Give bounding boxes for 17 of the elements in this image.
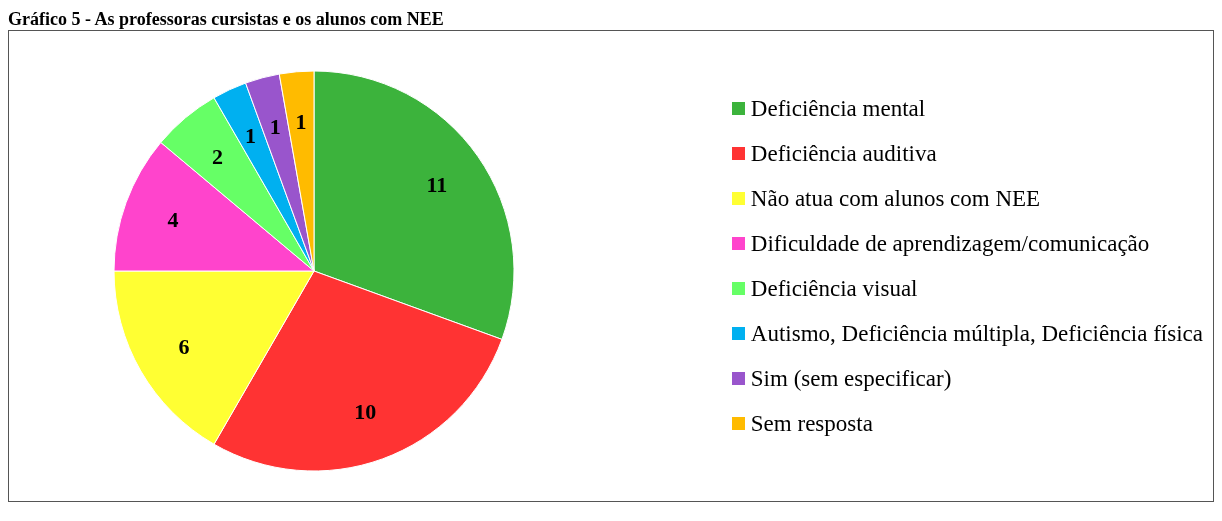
data-label: 4	[167, 207, 179, 233]
data-label: 1	[245, 122, 257, 148]
data-label: 11	[426, 172, 448, 198]
legend-label: Autismo, Deficiência múltipla, Deficiência física	[750, 320, 1203, 348]
legend-label: Sim (sem especificar)	[750, 365, 952, 393]
data-label: 2	[212, 143, 224, 169]
legend-label: Não atua com alunos com NEE	[750, 185, 1041, 213]
legend-label: Deficiência mental	[750, 95, 926, 123]
chart-title: Gráfico 5 - As professoras cursistas e os alunos com NEE	[8, 8, 445, 30]
legend-label: Sem resposta	[750, 410, 873, 438]
data-label: 1	[269, 113, 281, 139]
legend-label: Dificuldade de aprendizagem/comunicação	[750, 230, 1150, 258]
legend-label: Deficiência visual	[750, 275, 918, 303]
data-label: 10	[354, 399, 377, 425]
data-label: 1	[295, 109, 307, 135]
legend-label: Deficiência auditiva	[750, 140, 937, 168]
data-label: 6	[178, 333, 190, 359]
